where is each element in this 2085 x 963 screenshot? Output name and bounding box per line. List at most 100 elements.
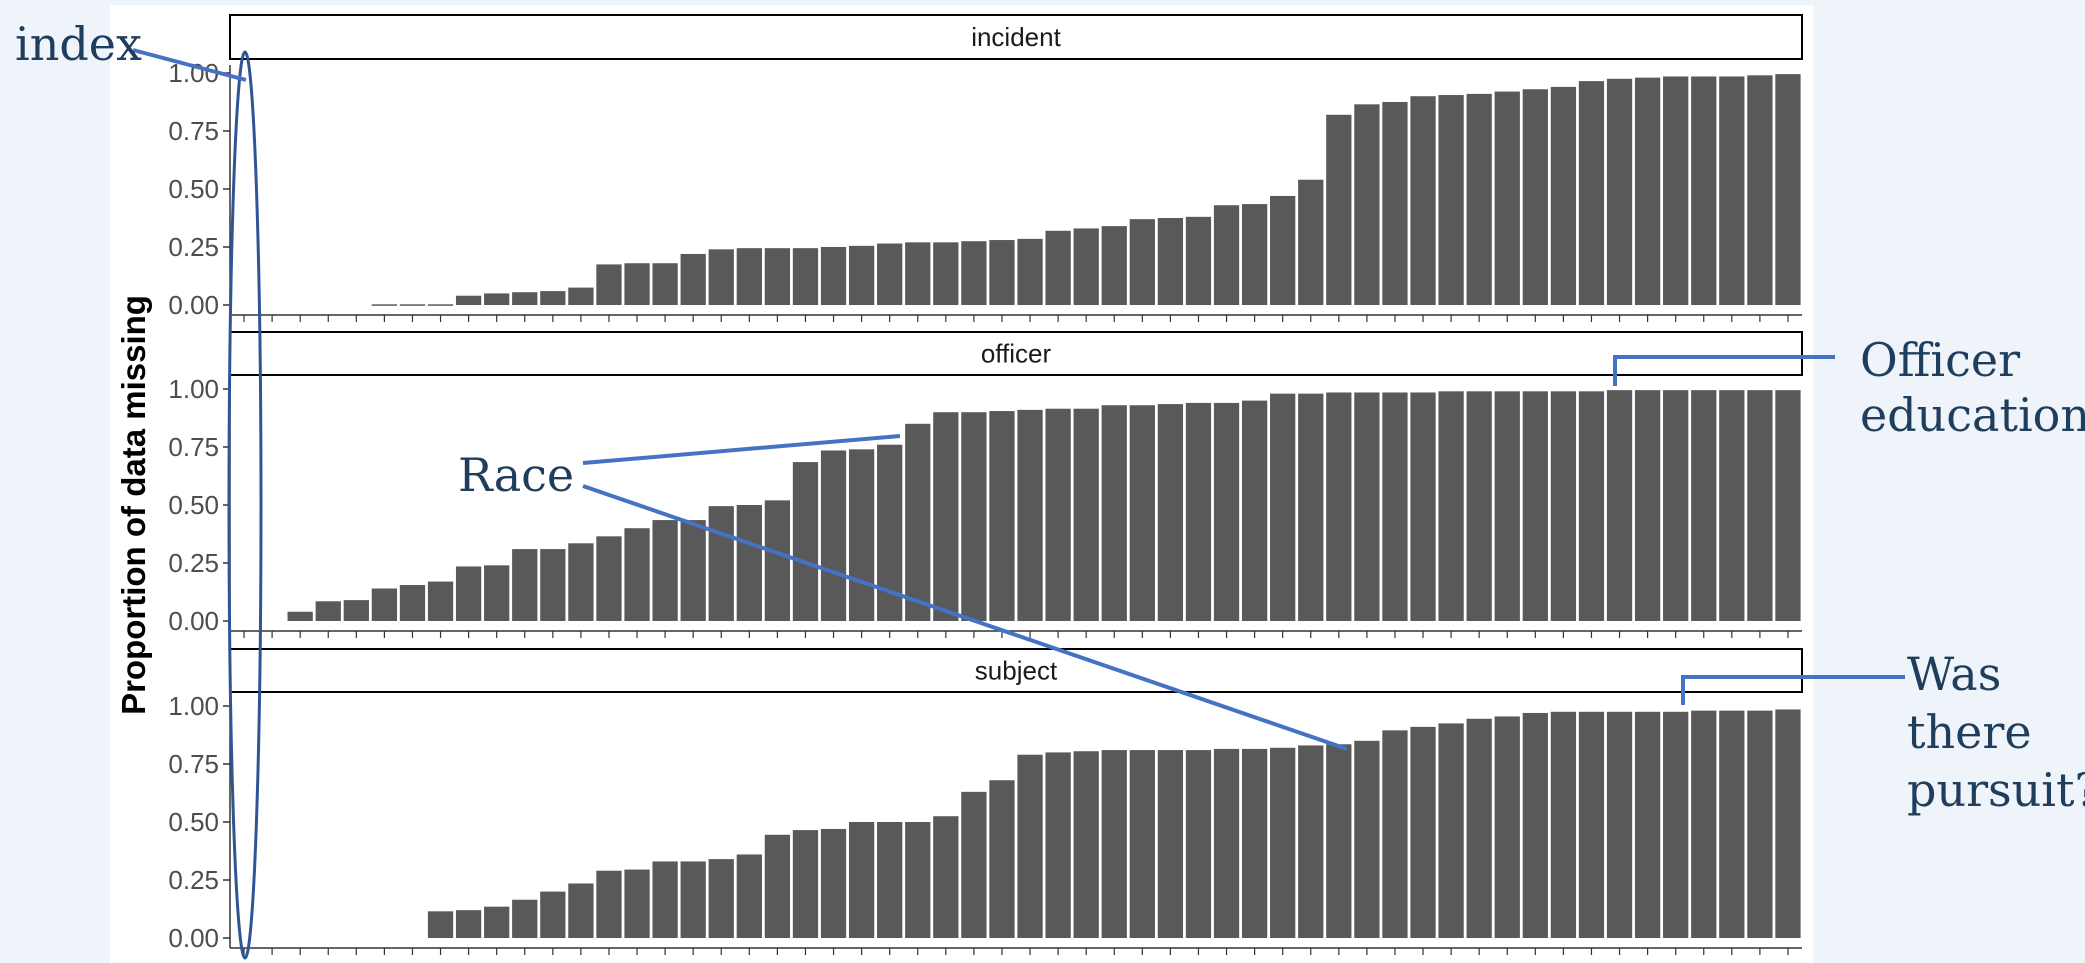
bar-incident [1438, 95, 1464, 305]
bar-officer [764, 500, 791, 621]
bar-subject [1354, 740, 1380, 938]
officer-education-pointer [1613, 355, 1835, 386]
y-tick-label-officer: 0.50 [168, 490, 219, 520]
y-tick-label-incident: 0.50 [168, 174, 219, 204]
bar-officer [1354, 392, 1380, 621]
bar-subject [989, 780, 1015, 938]
bar-subject [1775, 709, 1801, 938]
bar-subject [1663, 711, 1689, 938]
annotation-race: Race [458, 448, 574, 502]
bar-incident [1382, 102, 1408, 305]
bar-incident [1719, 76, 1745, 305]
bar-officer [1438, 391, 1464, 621]
bar-subject [1129, 750, 1155, 938]
bar-incident [1017, 238, 1043, 305]
bar-officer [1719, 390, 1745, 621]
bar-officer [1213, 402, 1240, 621]
bar-officer [1663, 390, 1689, 621]
bar-officer [1522, 391, 1548, 621]
bar-incident [371, 304, 398, 306]
bar-subject [540, 891, 566, 938]
bar-subject [736, 854, 762, 938]
bar-officer [989, 411, 1015, 621]
bar-incident [848, 245, 875, 305]
bar-officer [1550, 391, 1577, 621]
pursuit-pointer [1681, 675, 1905, 705]
bar-incident [764, 248, 791, 305]
bar-officer [1185, 402, 1212, 621]
bar-officer [1606, 390, 1633, 621]
bar-subject [933, 816, 959, 938]
bar-officer [1326, 392, 1352, 621]
bar-subject [1326, 744, 1352, 938]
bar-incident [652, 263, 678, 305]
bar-incident [1213, 205, 1240, 305]
bar-subject [455, 910, 482, 938]
bar-incident [1747, 75, 1773, 305]
bar-subject [820, 828, 847, 938]
bar-subject [624, 869, 650, 938]
y-tick-label-officer: 1.00 [168, 374, 219, 404]
bar-incident [1663, 76, 1689, 305]
bar-incident [961, 241, 987, 305]
bar-officer [1129, 405, 1155, 621]
bar-officer [1494, 391, 1520, 621]
bar-incident [989, 240, 1015, 305]
bar-subject [708, 859, 734, 938]
bar-officer [624, 528, 650, 621]
bar-officer [315, 601, 341, 621]
bar-subject [1241, 748, 1268, 938]
bar-subject [1606, 711, 1633, 938]
bar-officer [512, 549, 538, 621]
bar-subject [1382, 730, 1408, 938]
race-pointer-subject [582, 484, 1348, 751]
bar-incident [708, 249, 734, 305]
strip-label-incident: incident [971, 22, 1061, 52]
bar-subject [1157, 750, 1184, 938]
y-tick-label-officer: 0.25 [168, 548, 219, 578]
bar-incident [1775, 74, 1801, 305]
bar-officer [455, 566, 482, 621]
y-tick-label-subject: 0.50 [168, 807, 219, 837]
bar-incident [820, 247, 847, 305]
bar-incident [1354, 104, 1380, 305]
bar-officer [1578, 391, 1605, 621]
bar-subject [1466, 718, 1492, 938]
strip-incident [229, 14, 1803, 60]
bar-subject [1691, 710, 1717, 938]
bar-officer [1466, 391, 1492, 621]
bar-subject [905, 822, 931, 938]
bar-officer [680, 520, 706, 621]
bar-subject [1494, 716, 1520, 938]
bar-officer [708, 506, 734, 621]
y-tick-label-subject: 0.25 [168, 865, 219, 895]
bar-subject [680, 861, 706, 938]
bar-incident [1550, 86, 1577, 305]
bar-subject [1410, 726, 1436, 938]
bar-subject [1017, 754, 1043, 938]
bar-subject [512, 899, 538, 938]
bar-subject [1634, 711, 1661, 938]
bar-incident [905, 242, 931, 305]
bar-subject [848, 822, 875, 938]
bar-incident [1410, 96, 1436, 305]
bar-incident [624, 263, 650, 305]
y-tick-label-incident: 0.75 [168, 116, 219, 146]
bar-officer [848, 449, 875, 621]
bar-officer [287, 611, 313, 621]
bar-incident [1185, 216, 1212, 305]
bar-subject [1578, 711, 1605, 938]
annotation-pursuit: Was there pursuit? [1907, 647, 2085, 817]
bar-subject [1101, 750, 1127, 938]
bar-subject [652, 861, 678, 938]
bar-officer [820, 450, 847, 621]
bar-subject [1747, 710, 1773, 938]
bar-incident [1578, 81, 1605, 306]
bar-officer [933, 412, 959, 621]
bar-incident [1691, 76, 1717, 305]
bar-officer [427, 581, 454, 621]
y-axis-title: Proportion of data missing [115, 295, 152, 715]
bar-officer [1045, 408, 1071, 621]
strip-subject [229, 648, 1803, 693]
